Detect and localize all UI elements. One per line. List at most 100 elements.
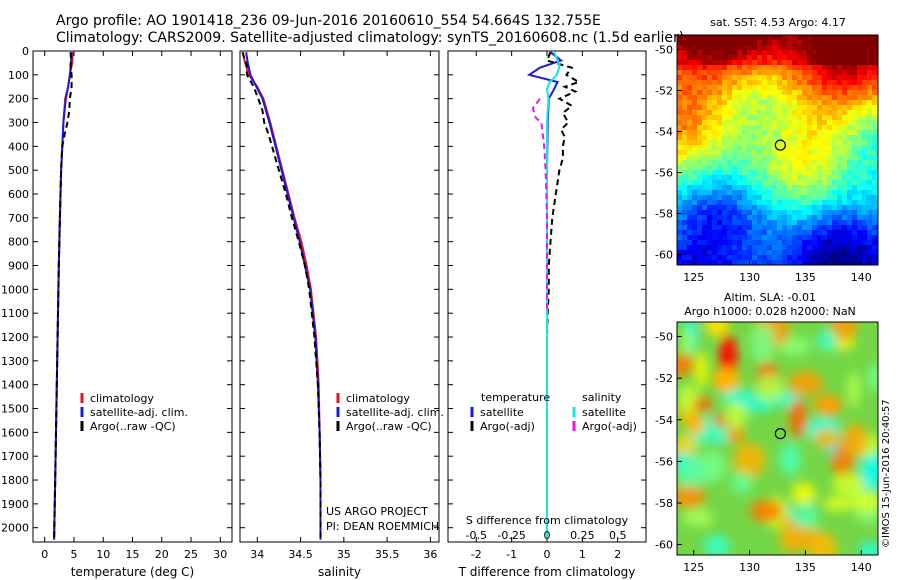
sst-cell [692, 205, 697, 210]
sst-cell [697, 105, 702, 110]
sst-cell [802, 180, 807, 185]
sst-cell [847, 135, 852, 140]
sst-cell [822, 155, 827, 160]
x-tick-label: 30 [213, 548, 227, 561]
sst-cell [792, 220, 797, 225]
sst-cell [842, 240, 847, 245]
sst-cell [787, 245, 792, 250]
sst-cell [712, 105, 717, 110]
sst-cell [812, 115, 817, 120]
sst-cell [782, 220, 787, 225]
sst-cell [822, 235, 827, 240]
sst-cell [787, 130, 792, 135]
sst-cell [817, 180, 822, 185]
sst-cell [692, 170, 697, 175]
sst-cell [872, 135, 877, 140]
profile-panel-1: 0100200300400500600700800900100011001200… [1, 45, 233, 579]
sst-cell [807, 245, 812, 250]
sst-cell [847, 115, 852, 120]
sst-cell [782, 125, 787, 130]
sst-cell [727, 170, 732, 175]
sst-cell [677, 205, 682, 210]
sst-cell [727, 260, 732, 265]
sst-cell [842, 175, 847, 180]
sst-cell [837, 155, 842, 160]
sst-cell [682, 220, 687, 225]
sst-cell [752, 205, 757, 210]
sst-cell [842, 115, 847, 120]
sst-cell [822, 240, 827, 245]
sst-cell [797, 45, 802, 50]
sst-cell [782, 95, 787, 100]
sst-cell [832, 40, 837, 45]
sst-cell [857, 225, 862, 230]
sst-cell [842, 120, 847, 125]
depth-tick-label: 1000 [1, 283, 29, 296]
sst-cell [842, 70, 847, 75]
sst-cell [782, 235, 787, 240]
sst-cell [817, 235, 822, 240]
sst-cell [717, 65, 722, 70]
depth-tick-label: 400 [8, 140, 29, 153]
sst-cell [752, 65, 757, 70]
sst-cell [767, 90, 772, 95]
sst-cell [687, 230, 692, 235]
sst-cell [812, 235, 817, 240]
sst-cell [717, 70, 722, 75]
sst-cell [777, 100, 782, 105]
sst-cell [777, 105, 782, 110]
header-line-2: Climatology: CARS2009. Satellite-adjuste… [56, 30, 684, 46]
sst-cell [832, 125, 837, 130]
sst-cell [737, 220, 742, 225]
sst-cell [862, 115, 867, 120]
sst-cell [692, 40, 697, 45]
sst-cell [852, 130, 857, 135]
sst-cell [867, 170, 872, 175]
sst-cell [742, 150, 747, 155]
sst-cell [872, 60, 877, 65]
sst-cell [767, 205, 772, 210]
sst-cell [797, 250, 802, 255]
sst-cell [852, 80, 857, 85]
sst-cell [687, 125, 692, 130]
sst-cell [702, 90, 707, 95]
sst-cell [717, 255, 722, 260]
sst-cell [787, 215, 792, 220]
sst-cell [862, 190, 867, 195]
sst-cell [797, 75, 802, 80]
sst-cell [797, 90, 802, 95]
sst-cell [862, 135, 867, 140]
sst-cell [837, 160, 842, 165]
sst-cell [687, 190, 692, 195]
sst-cell [777, 65, 782, 70]
sst-cell [707, 40, 712, 45]
sst-cell [722, 80, 727, 85]
sst-cell [867, 140, 872, 145]
x-tick-label: 36 [423, 548, 437, 561]
sst-cell [857, 105, 862, 110]
sst-cell [827, 120, 832, 125]
sst-cell [767, 175, 772, 180]
sst-cell [852, 35, 857, 40]
sst-cell [832, 185, 837, 190]
sst-cell [842, 50, 847, 55]
sst-cell [677, 180, 682, 185]
depth-tick-label: 500 [8, 164, 29, 177]
sst-cell [747, 100, 752, 105]
sst-cell [747, 180, 752, 185]
sst-cell [782, 90, 787, 95]
sst-cell [872, 55, 877, 60]
sst-cell [802, 65, 807, 70]
sst-cell [862, 230, 867, 235]
sst-cell [717, 85, 722, 90]
sst-cell [712, 225, 717, 230]
sst-cell [747, 65, 752, 70]
sst-cell [832, 195, 837, 200]
sla-map-title-1: Altim. SLA: -0.01 [724, 291, 816, 304]
sst-cell [797, 200, 802, 205]
sst-cell [772, 60, 777, 65]
sst-cell [712, 40, 717, 45]
sst-cell [797, 240, 802, 245]
sst-cell [697, 60, 702, 65]
sst-cell [797, 115, 802, 120]
